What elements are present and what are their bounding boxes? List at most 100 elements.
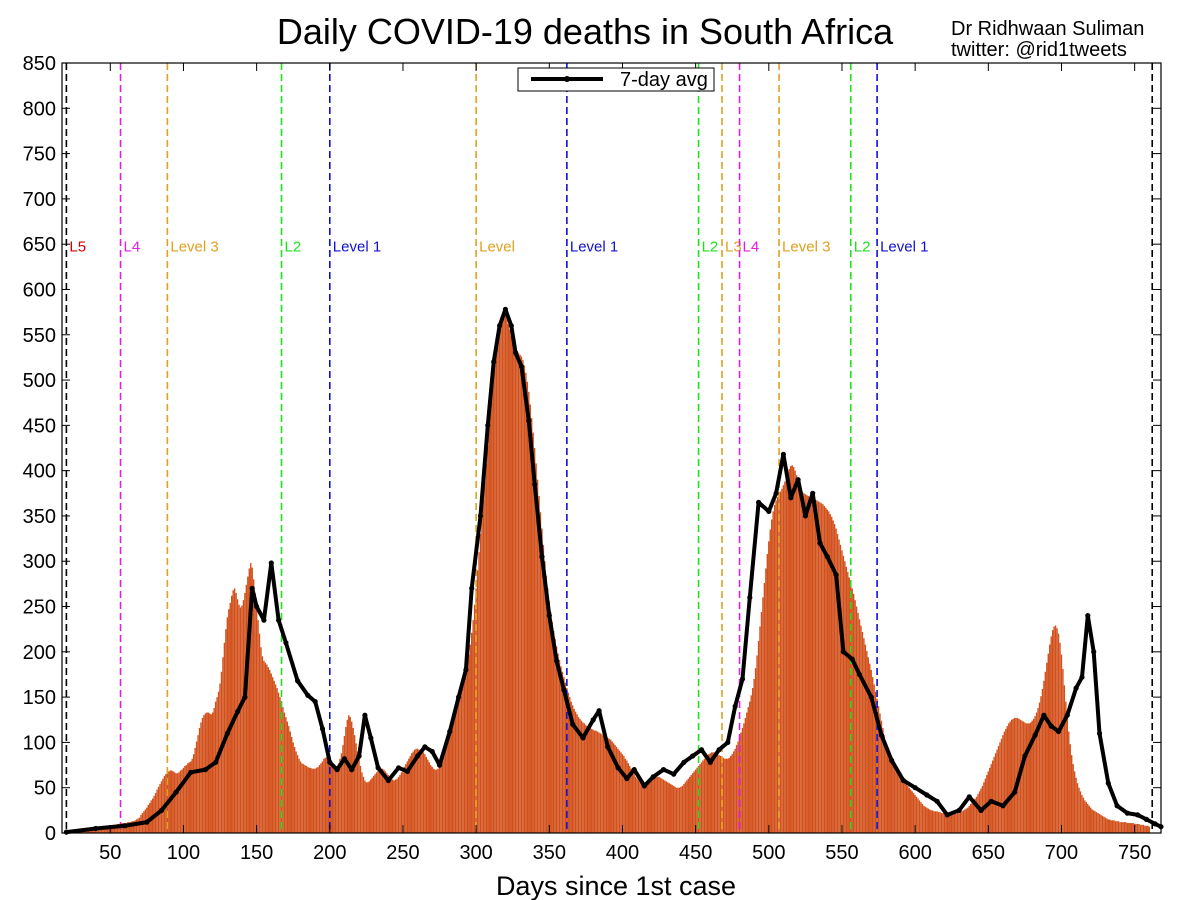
daily-bar — [171, 770, 173, 833]
daily-bar — [820, 503, 823, 833]
daily-bar — [194, 747, 196, 833]
seven-day-avg-point — [878, 732, 885, 738]
seven-day-avg-point — [63, 829, 69, 835]
daily-bar — [384, 771, 387, 833]
daily-bar — [279, 697, 281, 833]
daily-bar — [444, 750, 447, 833]
seven-day-avg-point — [158, 807, 165, 814]
seven-day-avg-point — [334, 767, 340, 773]
daily-bar — [463, 676, 466, 833]
daily-bar — [899, 776, 902, 833]
daily-bar — [406, 761, 409, 833]
daily-bar — [929, 809, 931, 833]
daily-bar — [298, 758, 300, 833]
daily-bar — [552, 630, 555, 833]
daily-bar — [883, 735, 886, 833]
daily-bar — [869, 663, 871, 833]
daily-bar — [1078, 787, 1080, 833]
daily-bar — [794, 470, 796, 833]
daily-bar — [823, 505, 826, 833]
daily-bar — [746, 712, 748, 833]
daily-bar — [1087, 804, 1089, 833]
phase-label: L2 — [702, 238, 719, 255]
seven-day-avg-point — [261, 617, 267, 623]
daily-bar — [440, 764, 442, 833]
daily-bar — [677, 787, 679, 833]
daily-bar — [1109, 819, 1111, 833]
daily-bar — [571, 705, 574, 833]
daily-bar — [845, 566, 848, 833]
daily-bar — [870, 669, 872, 833]
daily-bar — [560, 666, 562, 833]
daily-bar — [555, 646, 558, 833]
daily-bar — [228, 609, 230, 833]
seven-day-avg-point — [833, 572, 839, 578]
daily-bar — [630, 768, 632, 833]
daily-bar — [415, 748, 417, 833]
daily-bar — [348, 715, 350, 833]
daily-bar — [696, 767, 698, 833]
daily-bar — [430, 765, 432, 833]
daily-bar — [1129, 823, 1131, 833]
daily-bar — [424, 754, 426, 833]
daily-bar — [1002, 735, 1004, 833]
daily-bar — [917, 798, 919, 833]
seven-day-avg-point — [817, 540, 823, 546]
daily-bar — [702, 760, 704, 833]
daily-bar — [462, 681, 464, 833]
daily-bar — [1012, 718, 1014, 833]
daily-bar — [822, 504, 824, 833]
seven-day-avg-point — [732, 703, 738, 709]
daily-bar — [197, 735, 199, 833]
daily-bar — [718, 755, 720, 833]
daily-bar — [378, 769, 381, 833]
daily-bar — [296, 755, 299, 833]
seven-day-avg-point — [144, 819, 150, 825]
seven-day-avg-point — [934, 798, 940, 804]
daily-bar — [589, 727, 591, 833]
daily-bar — [674, 786, 676, 833]
daily-bar — [639, 782, 641, 833]
daily-bar — [782, 485, 785, 833]
seven-day-avg-point — [254, 603, 260, 610]
daily-bar — [405, 764, 407, 833]
seven-day-avg-point — [1064, 712, 1070, 718]
daily-bar — [466, 662, 469, 833]
seven-day-avg-point — [276, 617, 282, 623]
daily-bar — [277, 692, 280, 833]
daily-bar — [160, 781, 163, 833]
legend: 7-day avg — [517, 67, 715, 92]
seven-day-avg-point — [429, 748, 435, 755]
daily-bar — [541, 528, 543, 833]
y-tick-label: 100 — [23, 732, 56, 754]
daily-bar — [1066, 717, 1068, 833]
seven-day-avg-point — [235, 709, 241, 715]
daily-bar — [1038, 702, 1041, 833]
daily-bar — [996, 749, 998, 833]
daily-bar — [421, 751, 423, 833]
y-tick-label: 500 — [23, 370, 56, 392]
chart-title: Daily COVID-19 deaths in South Africa — [277, 11, 894, 52]
daily-bar — [693, 771, 695, 833]
daily-bar — [586, 726, 589, 833]
seven-day-avg-point — [1048, 723, 1054, 729]
daily-bar — [441, 760, 444, 833]
daily-bar — [447, 739, 449, 833]
daily-bar — [999, 742, 1001, 833]
daily-bar — [759, 626, 761, 833]
y-tick-label: 0 — [45, 823, 56, 845]
daily-bar — [1035, 712, 1038, 833]
daily-bar — [554, 639, 556, 833]
seven-day-avg-point — [513, 350, 519, 356]
seven-day-avg-point — [485, 422, 491, 428]
daily-bar — [273, 680, 275, 833]
daily-bar — [1009, 721, 1011, 833]
daily-bar — [1131, 823, 1133, 833]
daily-bar — [765, 568, 767, 833]
daily-bar — [522, 360, 524, 833]
x-axis-label: Days since 1st case — [496, 871, 736, 900]
daily-bar — [939, 812, 941, 833]
daily-bar — [675, 787, 678, 833]
daily-bar — [948, 813, 950, 833]
daily-bar — [955, 813, 957, 833]
